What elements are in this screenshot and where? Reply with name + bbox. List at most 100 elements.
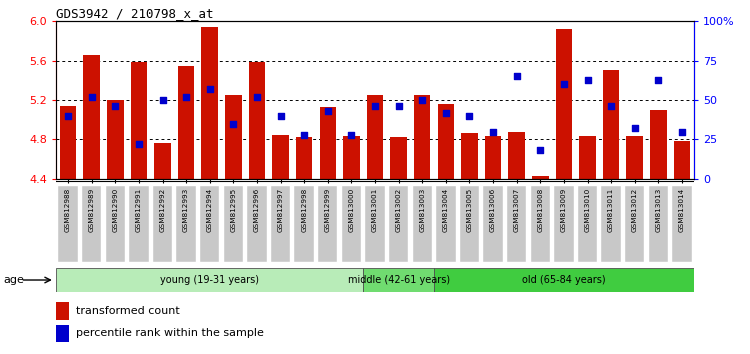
Text: GSM813008: GSM813008 (537, 188, 543, 232)
Text: GSM813013: GSM813013 (656, 188, 662, 232)
FancyBboxPatch shape (176, 186, 196, 262)
Text: GDS3942 / 210798_x_at: GDS3942 / 210798_x_at (56, 7, 214, 20)
Point (274, 113, 286, 119)
Point (86, 94, 98, 100)
Point (392, 103, 404, 109)
Text: GSM813003: GSM813003 (419, 188, 425, 232)
Text: GSM813002: GSM813002 (395, 188, 401, 232)
Text: GSM812990: GSM812990 (112, 188, 118, 232)
FancyBboxPatch shape (434, 268, 694, 292)
FancyBboxPatch shape (460, 186, 479, 262)
Text: GSM812995: GSM812995 (230, 188, 236, 232)
Text: GSM812999: GSM812999 (325, 188, 331, 232)
Bar (390, 137, 406, 179)
Text: GSM813005: GSM813005 (466, 188, 472, 232)
FancyBboxPatch shape (363, 268, 434, 292)
FancyBboxPatch shape (56, 268, 363, 292)
Point (110, 103, 122, 109)
Point (180, 94, 192, 100)
Point (487, 129, 499, 135)
Bar (249, 62, 266, 179)
Text: GSM813014: GSM813014 (679, 188, 685, 232)
FancyBboxPatch shape (224, 186, 243, 262)
Bar (437, 104, 454, 179)
FancyBboxPatch shape (342, 186, 361, 262)
FancyBboxPatch shape (129, 186, 149, 262)
Bar (107, 100, 124, 179)
Text: GSM813001: GSM813001 (372, 188, 378, 232)
Point (369, 103, 381, 109)
Point (416, 97, 428, 103)
Text: GSM813009: GSM813009 (561, 188, 567, 232)
Text: GSM812993: GSM812993 (183, 188, 189, 232)
FancyBboxPatch shape (413, 186, 432, 262)
Text: GSM813012: GSM813012 (632, 188, 638, 232)
Point (534, 148, 546, 153)
FancyBboxPatch shape (295, 186, 314, 262)
Bar (225, 95, 242, 179)
Bar (83, 55, 100, 179)
FancyBboxPatch shape (365, 186, 385, 262)
Bar (556, 29, 572, 179)
FancyBboxPatch shape (483, 186, 502, 262)
Text: GSM812998: GSM812998 (302, 188, 307, 232)
Bar (484, 136, 501, 179)
FancyBboxPatch shape (649, 186, 668, 262)
Point (511, 74, 523, 79)
Point (133, 141, 145, 147)
Point (157, 97, 169, 103)
Bar (130, 62, 147, 179)
Point (251, 94, 263, 100)
Bar (532, 176, 548, 179)
Bar (272, 136, 289, 179)
Bar (579, 136, 596, 179)
Text: GSM812996: GSM812996 (254, 188, 260, 232)
FancyBboxPatch shape (389, 186, 408, 262)
Text: GSM813007: GSM813007 (514, 188, 520, 232)
Bar (154, 143, 171, 179)
Bar (56, 302, 68, 320)
Point (440, 110, 452, 115)
Bar (56, 325, 68, 342)
Text: GSM812994: GSM812994 (207, 188, 213, 232)
FancyBboxPatch shape (507, 186, 526, 262)
Text: GSM812991: GSM812991 (136, 188, 142, 232)
Bar (60, 106, 76, 179)
Point (676, 129, 688, 135)
FancyBboxPatch shape (248, 186, 267, 262)
Bar (202, 27, 218, 179)
Bar (509, 132, 525, 179)
Text: percentile rank within the sample: percentile rank within the sample (76, 328, 263, 338)
Text: GSM812992: GSM812992 (160, 188, 166, 232)
FancyBboxPatch shape (106, 186, 125, 262)
Text: GSM813011: GSM813011 (608, 188, 614, 232)
Point (204, 86, 216, 92)
FancyBboxPatch shape (625, 186, 644, 262)
FancyBboxPatch shape (153, 186, 173, 262)
FancyBboxPatch shape (82, 186, 101, 262)
Bar (367, 95, 383, 179)
Text: GSM812989: GSM812989 (88, 188, 94, 232)
Text: middle (42-61 years): middle (42-61 years) (347, 275, 450, 285)
Text: young (19-31 years): young (19-31 years) (160, 275, 260, 285)
FancyBboxPatch shape (318, 186, 338, 262)
Point (322, 108, 334, 114)
FancyBboxPatch shape (436, 186, 455, 262)
Bar (626, 136, 643, 179)
Text: GSM813004: GSM813004 (442, 188, 448, 232)
Bar (296, 137, 313, 179)
FancyBboxPatch shape (530, 186, 550, 262)
FancyBboxPatch shape (200, 186, 220, 262)
FancyBboxPatch shape (672, 186, 692, 262)
Point (227, 121, 239, 126)
Bar (674, 141, 690, 179)
Text: age: age (4, 275, 25, 285)
Text: GSM813006: GSM813006 (490, 188, 496, 232)
Point (652, 77, 664, 82)
Text: old (65-84 years): old (65-84 years) (522, 275, 606, 285)
Point (581, 77, 593, 82)
Bar (343, 136, 360, 179)
FancyBboxPatch shape (271, 186, 290, 262)
Point (298, 132, 310, 137)
Bar (603, 70, 619, 179)
